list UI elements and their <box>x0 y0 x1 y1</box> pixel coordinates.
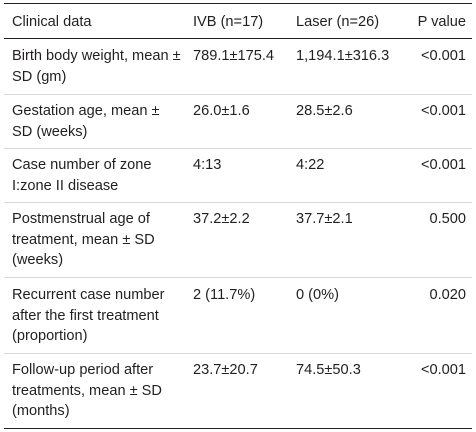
row-5-label: Recurrent case number after the first tr… <box>12 287 165 344</box>
row-1-p-value: <0.001 <box>420 48 466 64</box>
row-4-p-value: 0.500 <box>429 211 466 227</box>
row-5-laser: 0 (0%) <box>296 287 339 303</box>
row-3-label: Case number of zone I:zone II disease <box>12 157 152 194</box>
row-3-p-value: <0.001 <box>420 157 466 173</box>
table-top-rule <box>4 3 472 4</box>
header-ivb: IVB (n=17) <box>193 14 264 30</box>
row-divider <box>4 202 472 203</box>
row-5-ivb: 2 (11.7%) <box>193 287 256 303</box>
row-4-laser: 37.7±2.1 <box>296 211 353 227</box>
header-laser: Laser (n=26) <box>296 14 380 30</box>
header-p-value: P value <box>417 14 466 30</box>
row-divider <box>4 353 472 354</box>
row-1-ivb: 789.1±175.4 <box>193 48 275 64</box>
row-6-laser: 74.5±50.3 <box>296 362 361 378</box>
row-5-p-value: 0.020 <box>429 287 466 303</box>
row-4-label: Postmenstrual age of treatment, mean ± S… <box>12 211 155 268</box>
row-3-ivb: 4:13 <box>193 157 222 173</box>
row-4-ivb: 37.2±2.2 <box>193 211 250 227</box>
row-2-laser: 28.5±2.6 <box>296 103 353 119</box>
row-divider <box>4 94 472 95</box>
header-clinical-data: Clinical data <box>12 14 92 30</box>
row-2-p-value: <0.001 <box>420 103 466 119</box>
row-2-ivb: 26.0±1.6 <box>193 103 250 119</box>
row-2-label: Gestation age, mean ± SD (weeks) <box>12 103 160 140</box>
row-3-laser: 4:22 <box>296 157 325 173</box>
row-6-p-value: <0.001 <box>420 362 466 378</box>
table-bottom-rule <box>4 428 472 429</box>
row-divider <box>4 277 472 278</box>
row-1-laser: 1,194.1±316.3 <box>296 48 390 64</box>
row-1-label: Birth body weight, mean ± SD (gm) <box>12 48 181 85</box>
row-6-ivb: 23.7±20.7 <box>193 362 258 378</box>
row-divider <box>4 148 472 149</box>
header-rule <box>4 38 472 39</box>
row-6-label: Follow-up period after treatments, mean … <box>12 362 162 419</box>
